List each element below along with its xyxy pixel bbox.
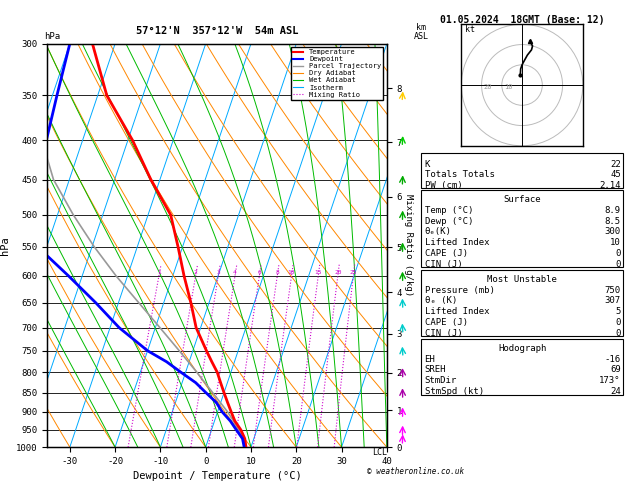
Text: CIN (J): CIN (J) xyxy=(425,260,462,269)
Text: 5: 5 xyxy=(615,307,621,316)
Text: 10: 10 xyxy=(610,238,621,247)
Text: hPa: hPa xyxy=(44,32,60,41)
Text: Surface: Surface xyxy=(503,195,541,205)
Text: 45: 45 xyxy=(610,170,621,179)
Text: 01.05.2024  18GMT (Base: 12): 01.05.2024 18GMT (Base: 12) xyxy=(440,15,604,25)
Text: StmDir: StmDir xyxy=(425,376,457,385)
Text: 25: 25 xyxy=(350,270,357,275)
Text: 10: 10 xyxy=(504,84,513,90)
Text: 15: 15 xyxy=(314,270,322,275)
Text: 0: 0 xyxy=(615,260,621,269)
Text: CAPE (J): CAPE (J) xyxy=(425,318,467,327)
Text: -16: -16 xyxy=(604,355,621,364)
Text: 750: 750 xyxy=(604,286,621,295)
Text: 300: 300 xyxy=(604,227,621,237)
Text: 173°: 173° xyxy=(599,376,621,385)
Text: PW (cm): PW (cm) xyxy=(425,181,462,190)
Text: 24: 24 xyxy=(610,387,621,396)
Text: 2.14: 2.14 xyxy=(599,181,621,190)
Text: Hodograph: Hodograph xyxy=(498,344,546,353)
Y-axis label: Mixing Ratio (g/kg): Mixing Ratio (g/kg) xyxy=(404,194,413,296)
Text: 8.5: 8.5 xyxy=(604,217,621,226)
Text: 20: 20 xyxy=(484,84,492,90)
Text: Temp (°C): Temp (°C) xyxy=(425,206,473,215)
Text: Totals Totals: Totals Totals xyxy=(425,170,494,179)
Text: K: K xyxy=(425,159,430,169)
Y-axis label: hPa: hPa xyxy=(1,236,11,255)
Text: 4: 4 xyxy=(233,270,237,275)
Text: 6: 6 xyxy=(257,270,261,275)
Text: EH: EH xyxy=(425,355,435,364)
Text: Most Unstable: Most Unstable xyxy=(487,275,557,284)
Text: kt: kt xyxy=(465,25,476,35)
Text: 8: 8 xyxy=(276,270,279,275)
Text: 2: 2 xyxy=(194,270,198,275)
Text: θₑ (K): θₑ (K) xyxy=(425,296,457,306)
Text: CIN (J): CIN (J) xyxy=(425,329,462,338)
Text: Pressure (mb): Pressure (mb) xyxy=(425,286,494,295)
Text: Lifted Index: Lifted Index xyxy=(425,307,489,316)
Legend: Temperature, Dewpoint, Parcel Trajectory, Dry Adiabat, Wet Adiabat, Isotherm, Mi: Temperature, Dewpoint, Parcel Trajectory… xyxy=(291,47,383,100)
Text: 8.9: 8.9 xyxy=(604,206,621,215)
Text: LCL: LCL xyxy=(372,448,387,456)
Text: 307: 307 xyxy=(604,296,621,306)
Text: StmSpd (kt): StmSpd (kt) xyxy=(425,387,484,396)
Text: 69: 69 xyxy=(610,365,621,375)
Text: 3: 3 xyxy=(216,270,220,275)
Text: SREH: SREH xyxy=(425,365,446,375)
Text: 0: 0 xyxy=(615,249,621,258)
Text: Dewp (°C): Dewp (°C) xyxy=(425,217,473,226)
Text: km
ASL: km ASL xyxy=(414,23,429,41)
Text: 20: 20 xyxy=(334,270,342,275)
Text: Lifted Index: Lifted Index xyxy=(425,238,489,247)
X-axis label: Dewpoint / Temperature (°C): Dewpoint / Temperature (°C) xyxy=(133,471,301,482)
Text: 0: 0 xyxy=(615,318,621,327)
Text: 57°12'N  357°12'W  54m ASL: 57°12'N 357°12'W 54m ASL xyxy=(136,26,298,35)
Text: 1: 1 xyxy=(157,270,161,275)
Text: © weatheronline.co.uk: © weatheronline.co.uk xyxy=(367,467,464,476)
Text: 22: 22 xyxy=(610,159,621,169)
Text: 10: 10 xyxy=(287,270,295,275)
Text: 0: 0 xyxy=(615,329,621,338)
Text: θₑ(K): θₑ(K) xyxy=(425,227,452,237)
Text: CAPE (J): CAPE (J) xyxy=(425,249,467,258)
